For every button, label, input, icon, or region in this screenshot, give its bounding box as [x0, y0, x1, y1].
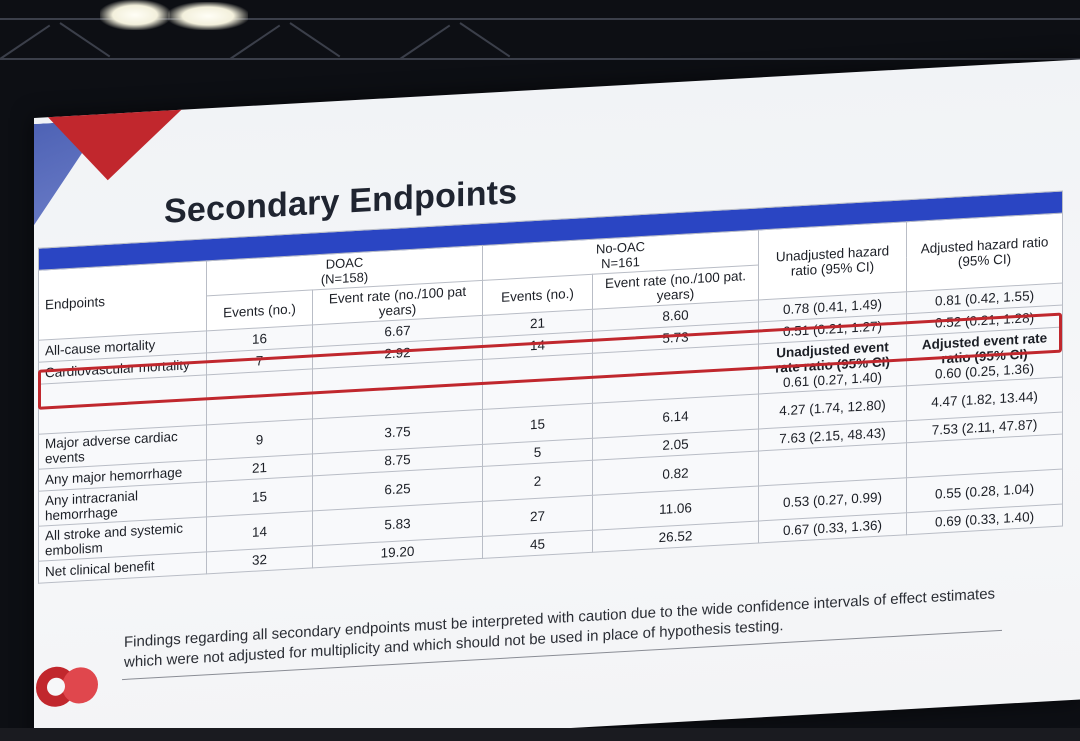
slide-footnote: Findings regarding all secondary endpoin…	[124, 584, 995, 673]
events-doac: 32	[206, 545, 313, 574]
col-endpoints: Endpoints	[38, 260, 207, 341]
truss-beam	[0, 58, 1080, 60]
col-unadjusted-hr: Unadjusted hazard ratio (95% CI)	[758, 221, 907, 300]
stage-light	[168, 2, 248, 30]
conference-logo-icon	[36, 666, 98, 707]
truss-beam	[0, 18, 1080, 20]
unadjusted-err-cell: Unadjusted event rate ratio (95% CI) 0.6…	[758, 335, 907, 394]
presentation-slide: Secondary Endpoints Endpoints DOAC (N=15…	[34, 59, 1080, 741]
truss-brace	[459, 22, 511, 58]
events-doac: 14	[206, 510, 313, 552]
events-doac: 15	[206, 475, 313, 517]
col-adjusted-hr: Adjusted hazard ratio (95% CI)	[906, 212, 1063, 292]
stage-floor	[0, 728, 1080, 741]
events-nooac: 45	[482, 530, 593, 559]
truss-brace	[0, 24, 51, 60]
adjusted-err-cell: Adjusted event rate ratio (95% CI) 0.60 …	[906, 326, 1063, 386]
stage-light	[100, 0, 170, 30]
venue-ceiling	[0, 0, 1080, 130]
col-events-doac: Events (no.)	[206, 289, 313, 331]
events-doac: 9	[206, 418, 313, 460]
truss-brace	[289, 22, 341, 58]
secondary-endpoints-table: Endpoints DOAC (N=158) No-OAC N=161 Unad…	[38, 190, 1063, 584]
truss-brace	[399, 24, 451, 60]
